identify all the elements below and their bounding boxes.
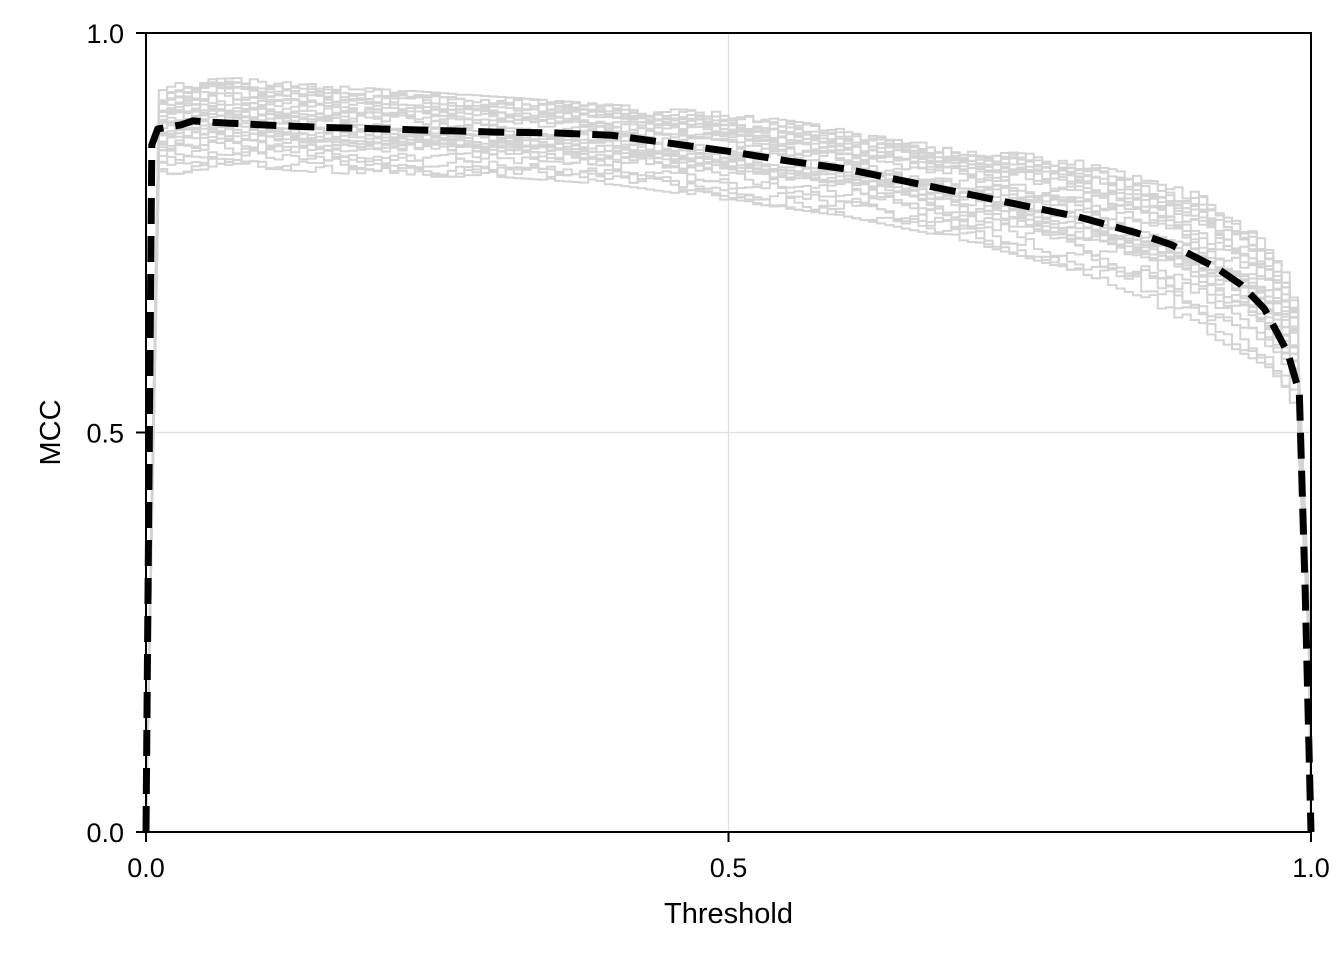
mean-series xyxy=(142,117,1315,833)
replicate-line xyxy=(145,77,1312,833)
y-tick-label: 0.0 xyxy=(86,818,124,848)
y-tick-label: 0.5 xyxy=(86,419,124,449)
y-tick-label: 1.0 xyxy=(86,19,124,49)
replicate-line xyxy=(145,156,1312,833)
ticks: 0.0 0.5 1.0 0.0 0.5 1.0 xyxy=(86,19,1329,883)
y-axis-label: MCC xyxy=(35,399,67,465)
replicate-lines xyxy=(145,77,1312,833)
mean-dashed-line xyxy=(142,117,1315,833)
x-tick-label: 0.0 xyxy=(127,853,165,883)
replicate-line xyxy=(145,135,1312,833)
replicate-line xyxy=(145,125,1312,833)
x-tick-label: 1.0 xyxy=(1292,853,1330,883)
x-axis-label: Threshold xyxy=(664,898,793,930)
replicate-line xyxy=(145,105,1312,833)
x-tick-label: 0.5 xyxy=(710,853,748,883)
